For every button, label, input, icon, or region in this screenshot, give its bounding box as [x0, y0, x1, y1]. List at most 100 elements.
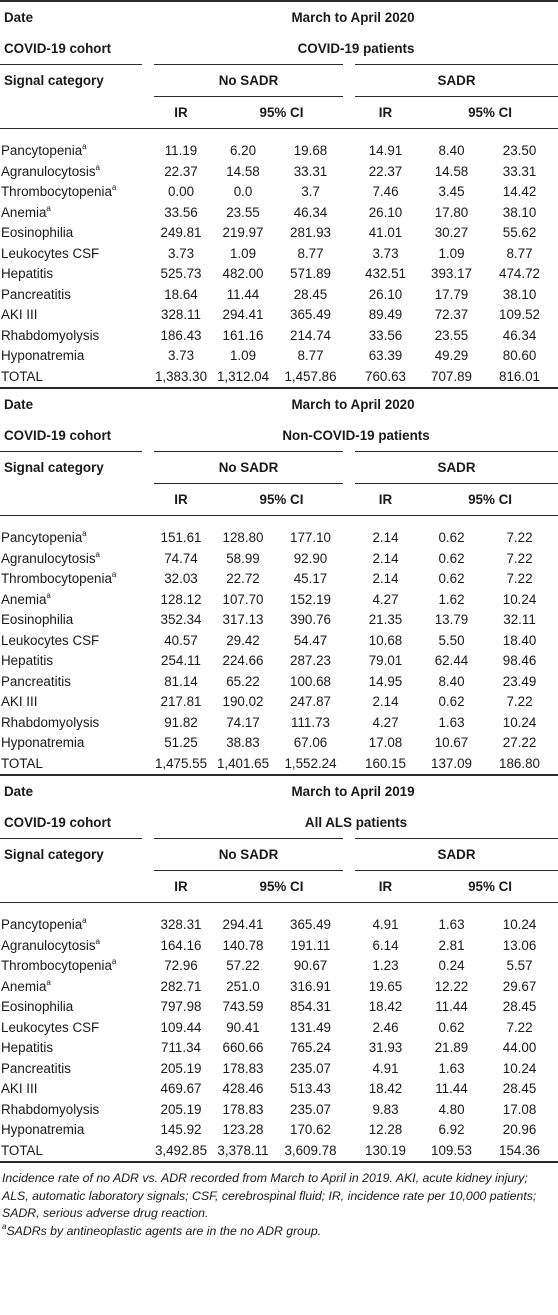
signal-name: Eosinophilia — [1, 999, 74, 1014]
value-cell: 160.15 — [365, 755, 406, 771]
value-cell: 3.45 — [438, 184, 465, 199]
cohort-label: COVID-19 cohort — [0, 33, 148, 65]
signal-name-cell: AKI III — [0, 1079, 148, 1100]
value-cell: 281.93 — [290, 225, 331, 240]
table-row: Eosinophilia 352.34 317.13 390.76 21.35 13.79… — [0, 610, 558, 631]
value-cell: 352.34 — [160, 612, 202, 627]
value-cell: 2.14 — [372, 571, 399, 586]
table-row: Pancytopeniaa 151.61 128.80 177.10 2.14 0.62 7… — [0, 528, 558, 549]
value-cell: 170.62 — [290, 1122, 331, 1137]
signal-name: AKI III — [1, 307, 38, 322]
blank-cell — [0, 483, 148, 516]
value-cell: 19.68 — [293, 143, 328, 158]
signal-name: Hyponatremia — [1, 735, 85, 750]
value-cell: 11.44 — [435, 1081, 468, 1096]
value-cell: 1.63 — [438, 1060, 465, 1076]
signal-name: Pancreatitis — [1, 1060, 71, 1076]
footnote-marker: a — [95, 936, 100, 946]
group-row: Signal category No SADR SADR — [0, 838, 558, 871]
value-cell: 38.10 — [502, 286, 537, 302]
signal-name: Thrombocytopenia — [1, 571, 112, 586]
signal-name: Hyponatremia — [1, 348, 85, 363]
cohort-value: All ALS patients — [141, 807, 558, 839]
value-cell: 81.14 — [164, 673, 198, 689]
value-cell: 29.67 — [502, 978, 537, 994]
table-row: TOTAL 1,383.30 1,312.04 1,457.86 760.63 707.8… — [0, 367, 558, 389]
subheader-row: IR 95% CI IR 95% CI — [0, 483, 558, 516]
value-cell: 131.49 — [290, 1019, 331, 1035]
signal-name-cell: Pancreatitis — [0, 672, 148, 693]
value-cell: 1.63 — [438, 714, 465, 730]
footnote-marker: a — [111, 183, 117, 192]
value-cell: 80.60 — [502, 348, 537, 363]
value-cell: 23.50 — [502, 143, 537, 158]
signal-name-cell: Agranulocytosisa — [0, 549, 148, 570]
signal-name-cell: Anemiaa — [0, 203, 148, 224]
value-cell: 22.72 — [226, 571, 260, 586]
value-cell: 14.42 — [502, 184, 537, 199]
value-cell: 107.70 — [222, 591, 264, 607]
value-cell: 12.22 — [434, 978, 469, 994]
signal-name: TOTAL — [1, 755, 43, 771]
value-cell: 205.19 — [160, 1060, 202, 1076]
value-cell: 49.29 — [434, 348, 469, 363]
value-cell: 854.31 — [290, 999, 331, 1014]
value-cell: 18.42 — [368, 1081, 403, 1096]
value-cell: 6.20 — [229, 143, 257, 158]
signal-name: Hepatitis — [1, 653, 54, 668]
value-cell: 17.08 — [368, 735, 403, 750]
value-cell: 128.12 — [160, 591, 202, 607]
signal-name-cell: Anemiaa — [0, 590, 148, 611]
signal-name: Pancytopenia — [1, 143, 83, 158]
value-cell: 254.11 — [161, 653, 201, 668]
table-row: Hyponatremia 51.25 38.83 67.06 17.08 10.67 27.… — [0, 733, 558, 754]
value-cell: 13.06 — [502, 937, 537, 953]
value-cell: 177.10 — [290, 530, 331, 545]
sadr-group-label: SADR — [342, 451, 558, 484]
signal-name: Pancreatitis — [1, 673, 71, 689]
value-cell: 19.65 — [368, 978, 403, 994]
table-row: Rhabdomyolysis 205.19 178.83 235.07 9.83 4.80… — [0, 1100, 558, 1121]
spacer-row — [0, 516, 558, 529]
table-row: AKI III 217.81 190.02 247.87 2.14 0.62 7.22 — [0, 692, 558, 713]
ci-header: 95% CI — [422, 96, 558, 129]
table-row: AKI III 469.67 428.46 513.43 18.42 11.44 28.45 — [0, 1079, 558, 1100]
blank-cell — [0, 870, 148, 903]
value-cell: 365.49 — [290, 307, 331, 322]
signal-name-cell: Pancreatitis — [0, 1059, 148, 1080]
signal-name: Hyponatremia — [1, 1122, 85, 1137]
value-cell: 8.77 — [297, 348, 324, 363]
signal-name-cell: Rhabdomyolysis — [0, 326, 148, 347]
value-cell: 7.22 — [506, 571, 533, 586]
value-cell: 0.62 — [438, 571, 465, 586]
signal-name-cell: Agranulocytosisa — [0, 936, 148, 957]
table-row: Hyponatremia 3.73 1.09 8.77 63.39 49.29 80.60 — [0, 346, 558, 367]
value-cell: 186.43 — [160, 327, 202, 343]
spacer-cell — [0, 129, 558, 142]
incidence-rate-table: Date March to April 2020 COVID-19 cohort CO… — [0, 0, 558, 1162]
table-row: Hepatitis 525.73 482.00 571.89 432.51 393.17 4… — [0, 264, 558, 285]
signal-name-cell: AKI III — [0, 692, 148, 713]
signal-category-label: Signal category — [4, 847, 104, 863]
signal-name-cell: Leukocytes CSF — [0, 631, 148, 652]
ir-header: IR — [148, 96, 214, 129]
signal-name: Hepatitis — [1, 266, 54, 281]
value-cell: 4.91 — [372, 917, 399, 932]
signal-name-cell: Pancytopeniaa — [0, 141, 148, 162]
ir-header: IR — [349, 96, 422, 129]
value-cell: 14.58 — [226, 163, 260, 179]
value-cell: 22.37 — [164, 163, 198, 179]
table-row: Pancytopeniaa 11.19 6.20 19.68 14.91 8.40 23.5… — [0, 141, 558, 162]
value-cell: 67.06 — [293, 735, 328, 750]
value-cell: 10.67 — [434, 735, 469, 750]
signal-name: Rhabdomyolysis — [1, 1101, 100, 1117]
value-cell: 28.45 — [502, 999, 537, 1014]
value-cell: 10.24 — [502, 917, 537, 932]
value-cell: 316.91 — [290, 978, 331, 994]
no-sadr-group-label: No SADR — [142, 64, 355, 97]
value-cell: 1.63 — [438, 917, 465, 932]
signal-name-cell: TOTAL — [0, 1141, 148, 1162]
value-cell: 151.61 — [160, 530, 202, 545]
value-cell: 294.41 — [222, 307, 264, 322]
value-cell: 0.62 — [438, 550, 465, 566]
